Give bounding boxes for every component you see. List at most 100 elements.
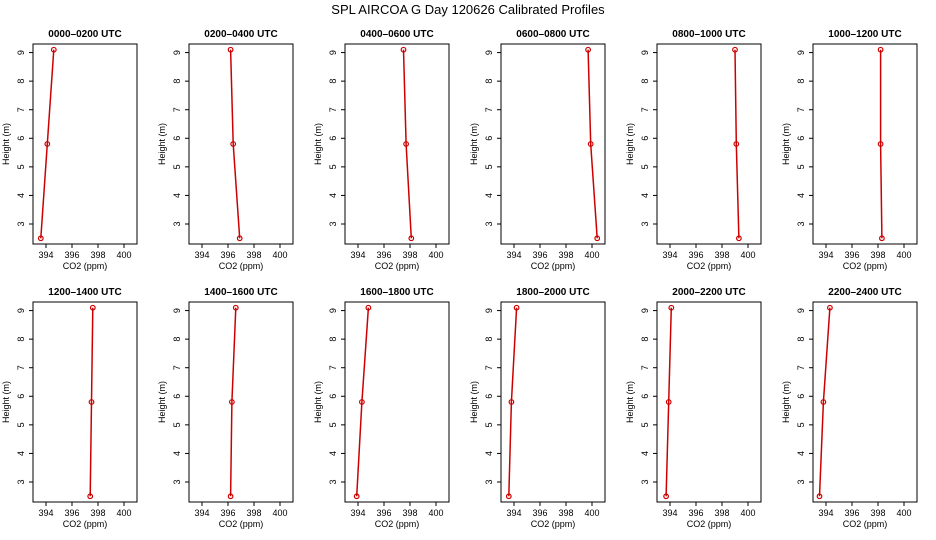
- y-tick-label: 9: [328, 308, 338, 313]
- x-tick-label: 400: [740, 508, 755, 518]
- panel-title: 1000–1200 UTC: [828, 29, 901, 40]
- panel-8: 1600–1800 UTC 394 396 398 400 3 4 5 6 7 8 9 CO2 (ppm…: [313, 287, 450, 529]
- data-point: [879, 235, 885, 242]
- data-point: [733, 141, 740, 147]
- y-tick-label: 3: [484, 479, 494, 484]
- data-point: [508, 399, 515, 405]
- profile-line: [665, 307, 673, 497]
- y-tick-label: 7: [16, 107, 26, 112]
- y-tick-label: 6: [484, 136, 494, 141]
- data-point: [37, 235, 44, 242]
- y-tick-label: 4: [16, 451, 26, 456]
- x-tick-label: 400: [584, 508, 599, 518]
- y-axis-label: Height (m): [781, 123, 791, 165]
- data-point: [236, 235, 243, 242]
- data-point: [227, 46, 234, 53]
- profile-line: [229, 49, 241, 239]
- x-tick-label: 398: [714, 250, 729, 260]
- data-point: [827, 304, 833, 311]
- profile-line: [40, 49, 55, 239]
- y-tick-label: 4: [796, 451, 806, 456]
- x-tick-label: 400: [428, 508, 443, 518]
- panel-title: 1200–1400 UTC: [48, 287, 121, 298]
- x-tick-label: 396: [844, 250, 859, 260]
- x-axis-label: CO2 (ppm): [63, 261, 108, 271]
- plot-frame: [656, 301, 762, 503]
- plot-frame: [500, 43, 606, 245]
- plot-frame: [812, 43, 918, 245]
- y-tick-label: 6: [16, 136, 26, 141]
- x-tick-label: 398: [558, 508, 573, 518]
- profile-line: [355, 307, 370, 497]
- data-point: [665, 399, 672, 405]
- profile-line: [508, 307, 518, 497]
- y-axis-label: Height (m): [1, 381, 11, 423]
- x-axis-label: CO2 (ppm): [843, 261, 888, 271]
- x-tick-label: 398: [870, 250, 885, 260]
- y-tick-label: 9: [484, 308, 494, 313]
- panel-0: 0000–0200 UTC 394 396 398 400 3 4 5 6 7 8 9 CO2 (ppm…: [1, 29, 138, 271]
- x-tick-label: 394: [818, 508, 833, 518]
- x-tick-label: 396: [220, 508, 235, 518]
- y-tick-label: 3: [328, 221, 338, 226]
- y-tick-label: 8: [16, 337, 26, 342]
- data-point: [594, 235, 601, 242]
- plot-frame: [344, 43, 450, 245]
- y-tick-label: 8: [640, 79, 650, 84]
- x-tick-label: 400: [428, 250, 443, 260]
- data-point: [50, 46, 57, 53]
- x-tick-label: 394: [350, 250, 365, 260]
- y-tick-label: 9: [484, 50, 494, 55]
- y-tick-label: 4: [484, 193, 494, 198]
- profile-line: [734, 49, 740, 239]
- data-point: [513, 304, 520, 311]
- y-tick-label: 7: [484, 365, 494, 370]
- y-tick-label: 9: [640, 50, 650, 55]
- x-tick-label: 398: [246, 508, 261, 518]
- panel-6: 1200–1400 UTC 394 396 398 400 3 4 5 6 7 8 9 CO2 (ppm…: [1, 287, 138, 529]
- y-tick-label: 5: [640, 422, 650, 427]
- data-point: [227, 493, 234, 500]
- y-tick-label: 5: [484, 422, 494, 427]
- y-tick-label: 8: [484, 337, 494, 342]
- x-tick-label: 396: [220, 250, 235, 260]
- data-point: [585, 46, 591, 53]
- data-point: [877, 141, 884, 147]
- y-tick-label: 8: [484, 79, 494, 84]
- panel-title: 0600–0800 UTC: [516, 29, 589, 40]
- x-tick-label: 400: [896, 508, 911, 518]
- x-axis-label: CO2 (ppm): [531, 261, 576, 271]
- x-tick-label: 398: [402, 508, 417, 518]
- y-tick-label: 3: [484, 221, 494, 226]
- x-tick-label: 396: [688, 508, 703, 518]
- data-point: [668, 304, 675, 311]
- data-point: [400, 46, 407, 53]
- x-axis-label: CO2 (ppm): [687, 261, 732, 271]
- y-axis-label: Height (m): [469, 381, 479, 423]
- x-axis-label: CO2 (ppm): [843, 519, 888, 529]
- panel-title: 1600–1800 UTC: [360, 287, 433, 298]
- profile-line: [587, 49, 598, 239]
- y-tick-label: 6: [796, 136, 806, 141]
- x-axis-label: CO2 (ppm): [687, 519, 732, 529]
- x-tick-label: 394: [506, 250, 521, 260]
- x-tick-label: 400: [116, 250, 131, 260]
- data-point: [408, 235, 415, 242]
- data-point: [89, 304, 96, 311]
- y-axis-label: Height (m): [157, 381, 167, 423]
- y-tick-label: 9: [16, 308, 26, 313]
- y-tick-label: 5: [484, 164, 494, 169]
- y-tick-label: 7: [328, 107, 338, 112]
- data-point: [505, 493, 512, 500]
- y-tick-label: 6: [172, 136, 182, 141]
- plot-frame: [656, 43, 762, 245]
- panel-11: 2200–2400 UTC 394 396 398 400 3 4 5 6 7 8 9 CO2 (ppm…: [781, 287, 918, 529]
- plot-frame: [812, 301, 918, 503]
- y-tick-label: 8: [796, 79, 806, 84]
- y-tick-label: 8: [172, 337, 182, 342]
- panel-1: 0200–0400 UTC 394 396 398 400 3 4 5 6 7 8 9 CO2 (ppm…: [157, 29, 294, 271]
- x-tick-label: 398: [90, 508, 105, 518]
- y-tick-label: 7: [172, 107, 182, 112]
- x-tick-label: 400: [116, 508, 131, 518]
